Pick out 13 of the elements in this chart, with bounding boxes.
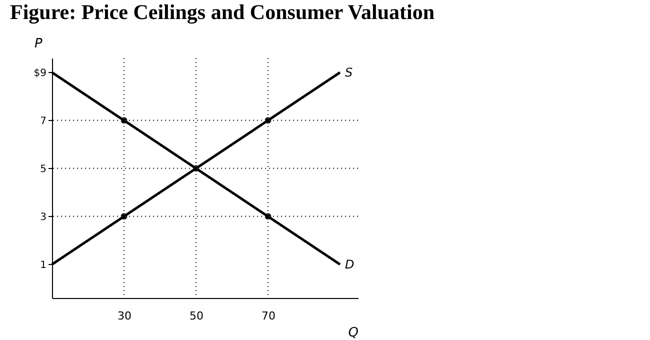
x-tick-label: 50 [190,310,204,322]
y-tick-label: 5 [40,164,46,175]
y-tick-label: 1 [40,260,46,271]
x-tick-label: 30 [118,310,132,322]
x-tick-label: 70 [262,310,276,322]
y-tick-label: $9 [34,68,46,79]
series-label: D [345,257,354,272]
x-axis-title: Q [348,326,358,340]
chart-title: Figure: Price Ceilings and Consumer Valuation [10,0,435,24]
y-tick-label: 7 [40,116,46,127]
y-axis-title: P [34,36,42,52]
series-label: S [345,65,353,80]
y-tick-label: 3 [40,212,46,223]
